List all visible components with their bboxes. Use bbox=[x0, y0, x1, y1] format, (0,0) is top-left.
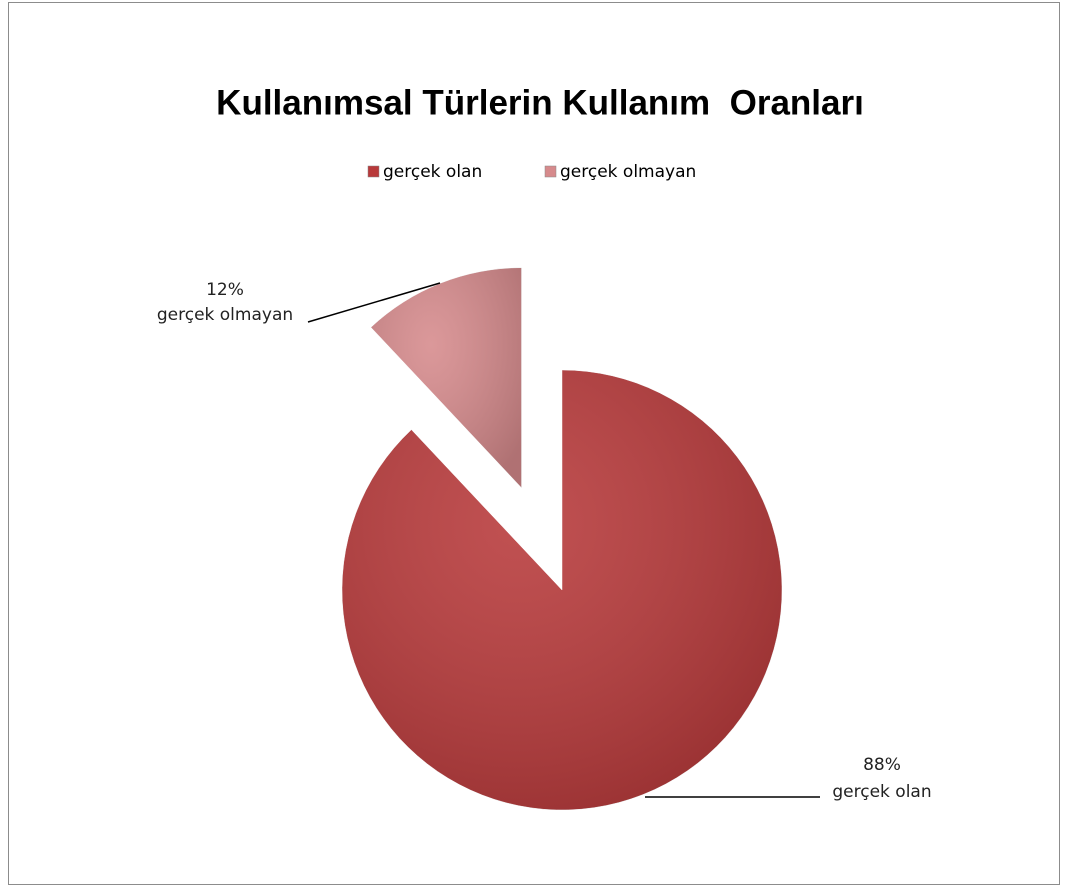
legend-swatch bbox=[367, 165, 380, 178]
category-label: gerçek olmayan bbox=[157, 305, 293, 325]
leader-line bbox=[307, 282, 441, 323]
value-label: 12% bbox=[206, 280, 244, 300]
slice-shade bbox=[370, 267, 522, 488]
legend-label: gerçek olan bbox=[383, 162, 482, 182]
legend-label: gerçek olmayan bbox=[560, 162, 696, 182]
legend-swatch bbox=[544, 165, 557, 178]
chart-title: Kullanımsal Türlerin Kullanım Oranları bbox=[216, 83, 864, 122]
category-label: gerçek olan bbox=[832, 782, 931, 802]
slice-shade bbox=[341, 370, 782, 810]
value-label: 88% bbox=[863, 755, 901, 775]
